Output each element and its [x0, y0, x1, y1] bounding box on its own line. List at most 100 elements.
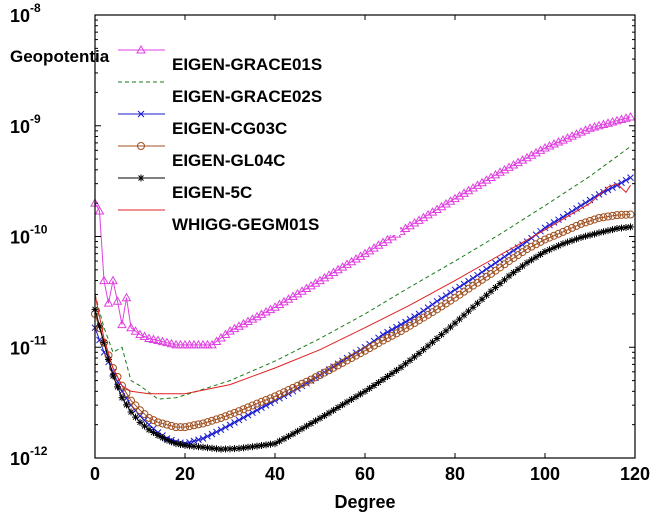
data-point-triangle: [99, 275, 109, 285]
data-point-triangle: [625, 111, 636, 121]
data-point-triangle: [463, 185, 474, 195]
data-point-star: [487, 287, 495, 295]
data-point-star: [343, 398, 351, 406]
data-point-triangle: [373, 240, 384, 249]
series-line: [94, 116, 631, 346]
data-point-star: [465, 307, 472, 315]
data-point-triangle: [567, 131, 577, 140]
data-point-star: [262, 441, 270, 449]
data-point-star: [208, 444, 216, 452]
data-point-triangle: [531, 147, 541, 157]
data-point-star: [528, 256, 535, 264]
data-point-triangle: [499, 164, 510, 174]
data-point-triangle: [513, 157, 523, 167]
data-point-star: [321, 412, 328, 420]
series-line: [94, 226, 631, 450]
legend-box: [110, 40, 400, 235]
data-point-circle: [302, 377, 311, 386]
data-point-circle: [563, 225, 572, 234]
data-point-star: [370, 381, 378, 389]
data-point-star: [483, 291, 490, 299]
data-point-star: [307, 419, 315, 427]
data-point-star: [172, 440, 180, 448]
data-point-star: [433, 334, 441, 342]
data-point-star: [627, 223, 634, 231]
data-point-triangle: [157, 336, 168, 346]
data-point-circle: [311, 373, 320, 382]
data-point-triangle: [238, 318, 249, 328]
data-point-triangle: [526, 150, 537, 159]
data-point-star: [591, 230, 598, 238]
data-point-cross: [366, 340, 373, 348]
data-point-cross: [555, 216, 562, 224]
data-point-triangle: [229, 323, 240, 333]
data-point-star: [145, 426, 153, 434]
data-point-cross: [240, 414, 247, 421]
legend: EIGEN-GRACE01S EIGEN-GRACE02S EIGEN-CG03C E…: [110, 40, 400, 235]
data-point-circle: [176, 423, 185, 432]
data-point-star: [361, 387, 369, 395]
data-point-star: [514, 265, 522, 273]
data-point-cross: [235, 416, 243, 424]
data-point-cross: [604, 186, 612, 194]
data-point-circle: [212, 415, 221, 424]
data-point-triangle: [418, 212, 429, 222]
data-point-triangle: [504, 162, 514, 171]
x-tick-label: 120: [620, 464, 650, 484]
data-point-star: [186, 442, 193, 450]
data-point-circle: [244, 403, 252, 412]
data-point-circle: [280, 388, 288, 397]
data-point-circle: [343, 356, 351, 365]
data-point-circle: [199, 419, 207, 428]
data-point-triangle: [544, 140, 555, 150]
data-point-circle: [383, 334, 392, 343]
data-point-triangle: [279, 296, 289, 306]
data-point-triangle: [256, 309, 267, 318]
data-point-circle: [289, 383, 297, 392]
data-point-triangle: [136, 44, 146, 54]
data-point-circle: [149, 416, 158, 425]
data-point-triangle: [558, 135, 568, 144]
data-point-triangle: [540, 142, 550, 152]
data-point-star: [402, 360, 409, 368]
data-point-star: [550, 244, 558, 252]
data-point-cross: [600, 188, 607, 196]
data-point-circle: [271, 392, 279, 401]
data-point-star: [424, 342, 432, 350]
data-point-circle: [419, 313, 428, 322]
series-eigen-grace02s: [94, 146, 631, 400]
data-point-cross: [622, 176, 630, 184]
data-point-circle: [388, 331, 396, 340]
data-point-triangle: [472, 180, 483, 189]
x-tick-label: 0: [90, 464, 100, 484]
data-point-circle: [163, 420, 171, 429]
legend-entry: EIGEN-GRACE01S: [118, 44, 322, 74]
data-point-triangle: [333, 264, 343, 274]
data-point-triangle: [306, 280, 316, 290]
data-point-circle: [374, 339, 383, 348]
data-point-triangle: [288, 291, 298, 301]
data-point-star: [235, 444, 243, 452]
data-point-star: [316, 414, 324, 422]
data-point-star: [258, 441, 265, 449]
series-eigen-gl04c: [91, 210, 635, 432]
data-point-circle: [392, 329, 401, 338]
data-point-star: [141, 422, 148, 430]
data-point-triangle: [243, 316, 253, 326]
data-point-triangle: [490, 169, 501, 179]
data-point-circle: [109, 363, 117, 372]
data-point-cross: [199, 435, 207, 442]
legend-entry: EIGEN-GRACE02S: [118, 81, 322, 106]
data-point-cross: [231, 419, 238, 426]
data-point-cross: [271, 397, 279, 404]
data-point-cross: [402, 318, 409, 326]
data-point-star: [532, 253, 540, 261]
data-point-triangle: [580, 125, 591, 134]
data-point-circle: [338, 358, 347, 367]
data-point-circle: [379, 336, 387, 345]
data-point-circle: [536, 237, 545, 246]
data-point-star: [442, 327, 450, 335]
data-point-cross: [190, 437, 198, 445]
y-tick-label: 10-10: [10, 223, 48, 248]
series-eigen-5c: [91, 223, 634, 453]
